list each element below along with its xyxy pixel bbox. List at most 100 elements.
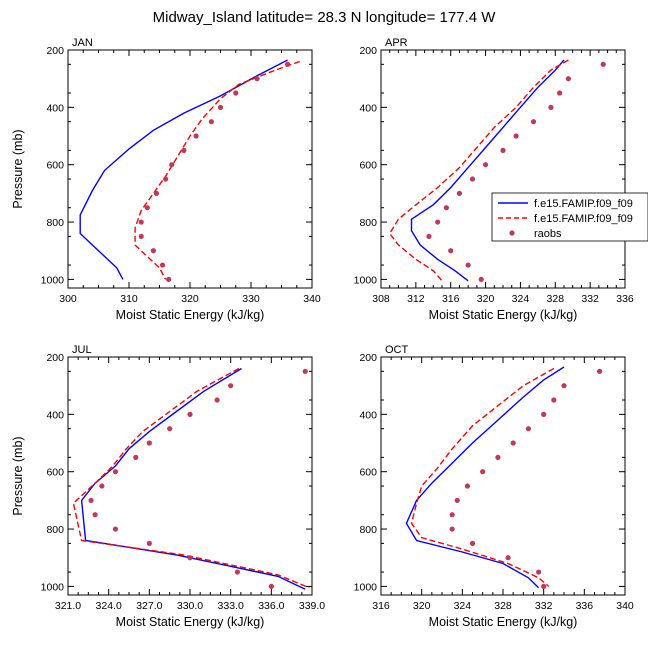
raobs-point xyxy=(435,219,441,225)
raobs-point xyxy=(187,411,193,417)
series-line-solid xyxy=(80,367,306,590)
raobs-point xyxy=(88,497,94,503)
raobs-point xyxy=(541,411,547,417)
y-tick-label: 800 xyxy=(46,217,64,229)
series-line-dashed xyxy=(410,367,555,587)
x-tick-label: 321.0 xyxy=(55,600,81,612)
y-tick-label: 600 xyxy=(46,160,64,172)
raobs-point xyxy=(146,440,152,446)
raobs-point xyxy=(138,233,144,239)
panel-apr: APR 308 312 316 320 324 328 332 336 200 400 600 800 1… xyxy=(354,37,634,322)
x-tick-label: 340 xyxy=(303,293,321,305)
x-tick-label: 316 xyxy=(372,600,390,612)
panel-label: APR xyxy=(385,37,408,49)
raobs-point xyxy=(285,61,291,67)
raobs-point xyxy=(443,205,449,211)
y-tick-label: 800 xyxy=(359,217,377,229)
y-tick-label: 200 xyxy=(46,352,64,364)
raobs-point xyxy=(454,497,460,503)
x-tick-label: 312 xyxy=(407,293,425,305)
raobs-point xyxy=(548,104,554,110)
panel-label: OCT xyxy=(385,344,409,356)
y-tick-label: 200 xyxy=(46,45,64,57)
raobs-point xyxy=(187,555,193,561)
x-tick-label: 328 xyxy=(494,600,512,612)
raobs-point xyxy=(228,383,234,389)
x-tick-label: 316 xyxy=(442,293,460,305)
series-line-solid xyxy=(405,366,565,589)
y-tick-label: 400 xyxy=(46,409,64,421)
raobs-point xyxy=(167,426,173,432)
raobs-point xyxy=(193,133,199,139)
raobs-point xyxy=(92,512,98,518)
x-tick-label: 339.0 xyxy=(299,600,325,612)
raobs-point xyxy=(448,248,454,254)
raobs-point xyxy=(112,469,119,475)
plot-data xyxy=(72,367,310,590)
raobs-point xyxy=(561,383,567,389)
x-tick-label: 328 xyxy=(547,293,565,305)
series-line-dashed xyxy=(72,367,310,589)
raobs-point xyxy=(254,76,260,82)
raobs-point xyxy=(153,190,160,196)
raobs-point xyxy=(214,397,220,403)
y-axis-label: Pressure (mb) xyxy=(11,436,25,515)
x-tick-label: 324.0 xyxy=(96,600,122,612)
raobs-point xyxy=(551,397,557,403)
x-tick-label: 336 xyxy=(576,600,594,612)
raobs-point xyxy=(169,162,175,168)
raobs-point xyxy=(449,526,455,532)
raobs-point xyxy=(557,90,563,96)
x-axis-label: Moist Static Energy (kJ/kg) xyxy=(429,615,578,629)
legend-label: f.e15.FAMIP.f09_f09 xyxy=(534,198,633,210)
series-line-dashed xyxy=(388,59,569,282)
plot-data xyxy=(388,59,606,282)
x-tick-label: 310 xyxy=(120,293,138,305)
raobs-point xyxy=(133,454,139,460)
raobs-point xyxy=(480,469,486,475)
raobs-point xyxy=(233,90,239,96)
y-tick-label: 400 xyxy=(359,409,377,421)
raobs-point xyxy=(513,133,519,139)
y-tick-label: 200 xyxy=(359,352,377,364)
y-tick-label: 1000 xyxy=(41,274,65,286)
legend-label: raobs xyxy=(534,228,562,240)
x-axis-label: Moist Static Energy (kJ/kg) xyxy=(429,308,578,322)
raobs-point xyxy=(510,440,516,446)
raobs-point xyxy=(146,540,152,546)
raobs-point xyxy=(495,454,501,460)
raobs-point xyxy=(150,248,156,254)
panel-jan: JAN 300 310 320 330 340 200 400 600 800 1000 Moist … xyxy=(11,37,321,322)
raobs-point xyxy=(469,176,476,182)
panel-jul: JUL 321.0 324.0 327.0 330.0 333.0 336.0 339.0 20… xyxy=(11,344,325,629)
x-tick-label: 333.0 xyxy=(218,600,244,612)
y-tick-label: 400 xyxy=(359,102,377,114)
series-line-solid xyxy=(79,59,288,280)
raobs-point xyxy=(596,368,603,374)
raobs-point xyxy=(166,276,172,282)
x-axis-label: Moist Static Energy (kJ/kg) xyxy=(116,615,265,629)
x-tick-label: 327.0 xyxy=(136,600,162,612)
raobs-point xyxy=(535,569,542,575)
y-tick-label: 200 xyxy=(359,45,377,57)
legend-box xyxy=(491,192,648,242)
y-tick-label: 600 xyxy=(46,467,64,479)
x-tick-label: 324 xyxy=(512,293,530,305)
raobs-point xyxy=(478,276,484,282)
x-axis-label: Moist Static Energy (kJ/kg) xyxy=(116,308,265,322)
x-tick-label: 320 xyxy=(181,293,199,305)
x-tick-label: 340 xyxy=(616,600,634,612)
plot-frame xyxy=(380,356,626,596)
raobs-point xyxy=(181,147,187,153)
y-tick-label: 800 xyxy=(46,524,64,536)
legend-dot-icon xyxy=(509,230,515,236)
x-tick-label: 300 xyxy=(59,293,77,305)
x-tick-label: 332 xyxy=(535,600,553,612)
x-tick-label: 320 xyxy=(413,600,431,612)
plot-frame xyxy=(380,49,626,289)
plot-data xyxy=(405,366,603,589)
y-tick-label: 1000 xyxy=(354,581,378,593)
y-tick-label: 800 xyxy=(359,524,377,536)
raobs-point xyxy=(469,540,476,546)
